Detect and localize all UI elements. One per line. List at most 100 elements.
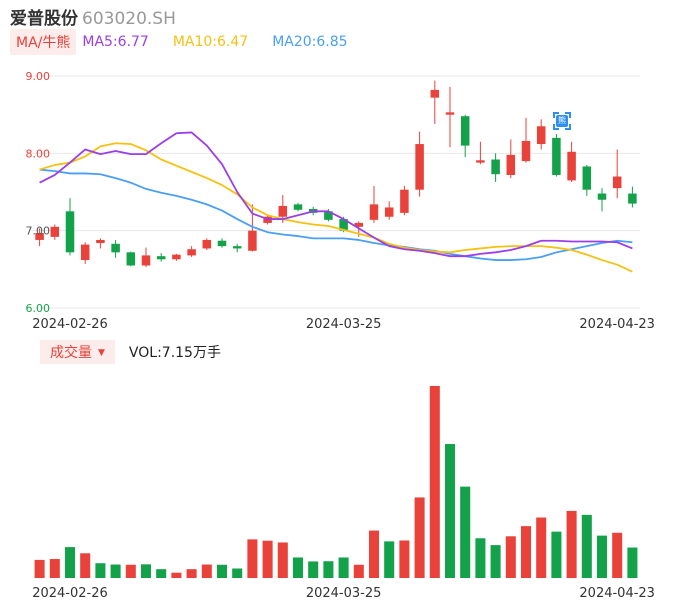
volume-bar — [338, 557, 349, 578]
candle-body — [65, 211, 75, 253]
price-x-tick-label: 2024-04-23 — [579, 317, 655, 332]
candle-body — [567, 151, 576, 181]
candle — [460, 114, 470, 158]
stock-code: 603020.SH — [82, 9, 176, 29]
volume-bar — [490, 545, 501, 578]
volume-bars-group — [34, 386, 638, 578]
candle-body — [612, 176, 622, 189]
ma-toggle-button[interactable]: MA/牛熊 — [10, 29, 77, 55]
candle — [536, 119, 546, 150]
candle-body — [460, 116, 470, 146]
candle-body — [156, 256, 166, 260]
stock-name: 爱普股份 — [10, 9, 78, 29]
candle-body — [628, 193, 637, 204]
candle-body — [80, 244, 90, 261]
volume-bar — [429, 386, 440, 578]
candle-body — [476, 160, 485, 163]
candle — [65, 198, 75, 256]
candle — [80, 242, 90, 264]
candle — [445, 86, 455, 148]
y-tick-label: 9.00 — [26, 70, 51, 83]
candle — [369, 185, 379, 223]
volume-bar — [581, 514, 592, 578]
volume-bar — [353, 564, 364, 578]
volume-bar — [201, 564, 212, 578]
candle — [202, 238, 212, 250]
candle-body — [582, 166, 592, 190]
candle-body — [491, 159, 500, 175]
volume-bar — [277, 542, 288, 578]
volume-bar — [308, 561, 319, 578]
volume-bar — [80, 553, 91, 578]
candle-body — [597, 193, 607, 200]
candle — [491, 153, 500, 182]
volume-dropdown[interactable]: 成交量 ▼ — [40, 340, 115, 364]
candle-body — [536, 126, 546, 145]
candle — [628, 186, 637, 208]
volume-x-tick-label: 2024-02-26 — [32, 586, 108, 601]
volume-bar — [262, 540, 273, 578]
candle-body — [415, 144, 424, 190]
candle — [217, 238, 227, 248]
candle — [35, 228, 44, 247]
volume-bar — [171, 572, 182, 578]
candle-body — [202, 239, 212, 249]
ma20-label: MA20:6.85 — [272, 34, 348, 50]
volume-value: VOL:7.15万手 — [128, 345, 221, 361]
volume-bar — [475, 538, 486, 578]
candle-body — [324, 211, 333, 220]
candle-body — [400, 189, 409, 213]
volume-bar — [627, 547, 638, 578]
price-x-tick-label: 2024-02-26 — [32, 317, 108, 332]
candle — [111, 239, 120, 258]
volume-bar — [34, 559, 45, 578]
volume-bar — [64, 547, 76, 578]
volume-bar — [125, 564, 136, 578]
volume-bar — [536, 517, 547, 578]
candle-body — [278, 205, 288, 217]
price-x-tick-label: 2024-03-25 — [306, 317, 382, 332]
candle-body — [187, 249, 196, 256]
volume-bar — [247, 539, 258, 578]
caret-down-icon: ▼ — [98, 348, 105, 358]
y-tick-label: 7.00 — [26, 225, 51, 238]
candle — [172, 253, 181, 261]
candle-body — [369, 204, 379, 220]
candle-body — [339, 219, 348, 231]
candle — [50, 224, 60, 240]
y-tick-label: 6.00 — [26, 302, 51, 315]
volume-bar — [186, 569, 197, 578]
candle — [430, 80, 440, 124]
ma10-line — [39, 142, 633, 273]
volume-bar — [399, 540, 410, 578]
candle-body — [384, 207, 394, 217]
candle-body — [111, 243, 120, 253]
candle-body — [248, 230, 257, 251]
candle-body — [445, 112, 455, 115]
volume-bar — [156, 569, 167, 578]
volume-dropdown-label: 成交量 — [50, 345, 92, 361]
volume-bar — [232, 568, 243, 578]
volume-bar — [505, 536, 516, 578]
candle — [400, 185, 409, 216]
volume-bar — [292, 557, 304, 578]
candle — [293, 202, 303, 212]
volume-bar — [612, 532, 623, 578]
candle — [384, 201, 394, 220]
candle-body — [232, 246, 242, 249]
stock-title: 爱普股份 603020.SH — [10, 4, 176, 29]
candle-body — [293, 204, 303, 210]
volume-bar — [566, 510, 577, 578]
candle-body — [521, 140, 531, 162]
bear-icon: 熊 — [556, 115, 568, 127]
ma-legend: MA/牛熊 MA5:6.77 MA10:6.47 MA20:6.85 — [10, 29, 372, 55]
y-tick-label: 8.00 — [26, 147, 51, 160]
candle — [476, 141, 485, 165]
volume-bar — [216, 564, 228, 578]
volume-bar — [384, 541, 395, 578]
candle — [187, 246, 196, 257]
candle — [141, 247, 151, 268]
volume-bar — [49, 559, 60, 578]
bear-signal-badge[interactable]: 熊 — [553, 112, 571, 130]
